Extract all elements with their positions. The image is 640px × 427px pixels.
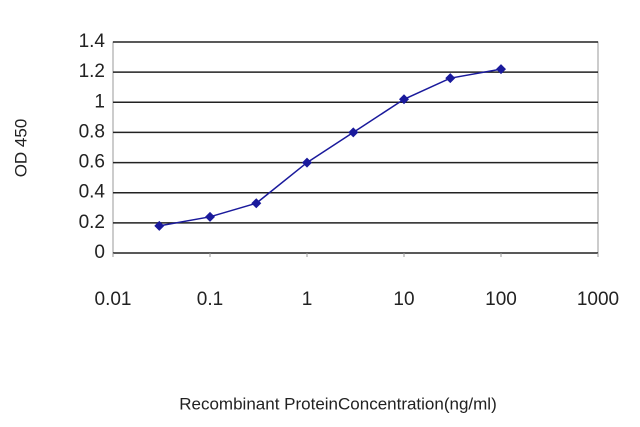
data-point	[251, 198, 262, 209]
y-tick-label: 0.8	[79, 121, 105, 142]
x-tick-label: 1000	[577, 289, 619, 310]
x-tick-label: 100	[485, 289, 517, 310]
y-tick-label: 1.4	[79, 31, 106, 52]
y-tick-label: 0	[94, 242, 105, 263]
x-axis-title: Recombinant ProteinConcentration(ng/ml)	[179, 394, 497, 413]
x-tick-label: 0.1	[197, 289, 223, 310]
data-line	[159, 68, 502, 227]
x-tick-label: 1	[302, 289, 313, 310]
plot-area	[112, 41, 599, 254]
data-point	[496, 64, 506, 75]
y-tick-label: 0.6	[79, 152, 105, 173]
x-tick-label: 10	[393, 289, 414, 310]
data-point	[399, 94, 409, 105]
y-tick-label: 0.2	[79, 212, 105, 233]
y-tick-label: 1.2	[79, 61, 105, 82]
y-axis-title: OD 450	[11, 119, 30, 178]
data-point	[205, 211, 215, 222]
y-tick-label: 0.4	[79, 182, 106, 203]
data-point	[348, 127, 359, 138]
y-tick-label: 1	[94, 91, 105, 112]
data-point	[302, 157, 312, 168]
data-point	[154, 220, 165, 231]
data-point	[445, 73, 456, 84]
x-tick-label: 0.01	[95, 289, 132, 310]
